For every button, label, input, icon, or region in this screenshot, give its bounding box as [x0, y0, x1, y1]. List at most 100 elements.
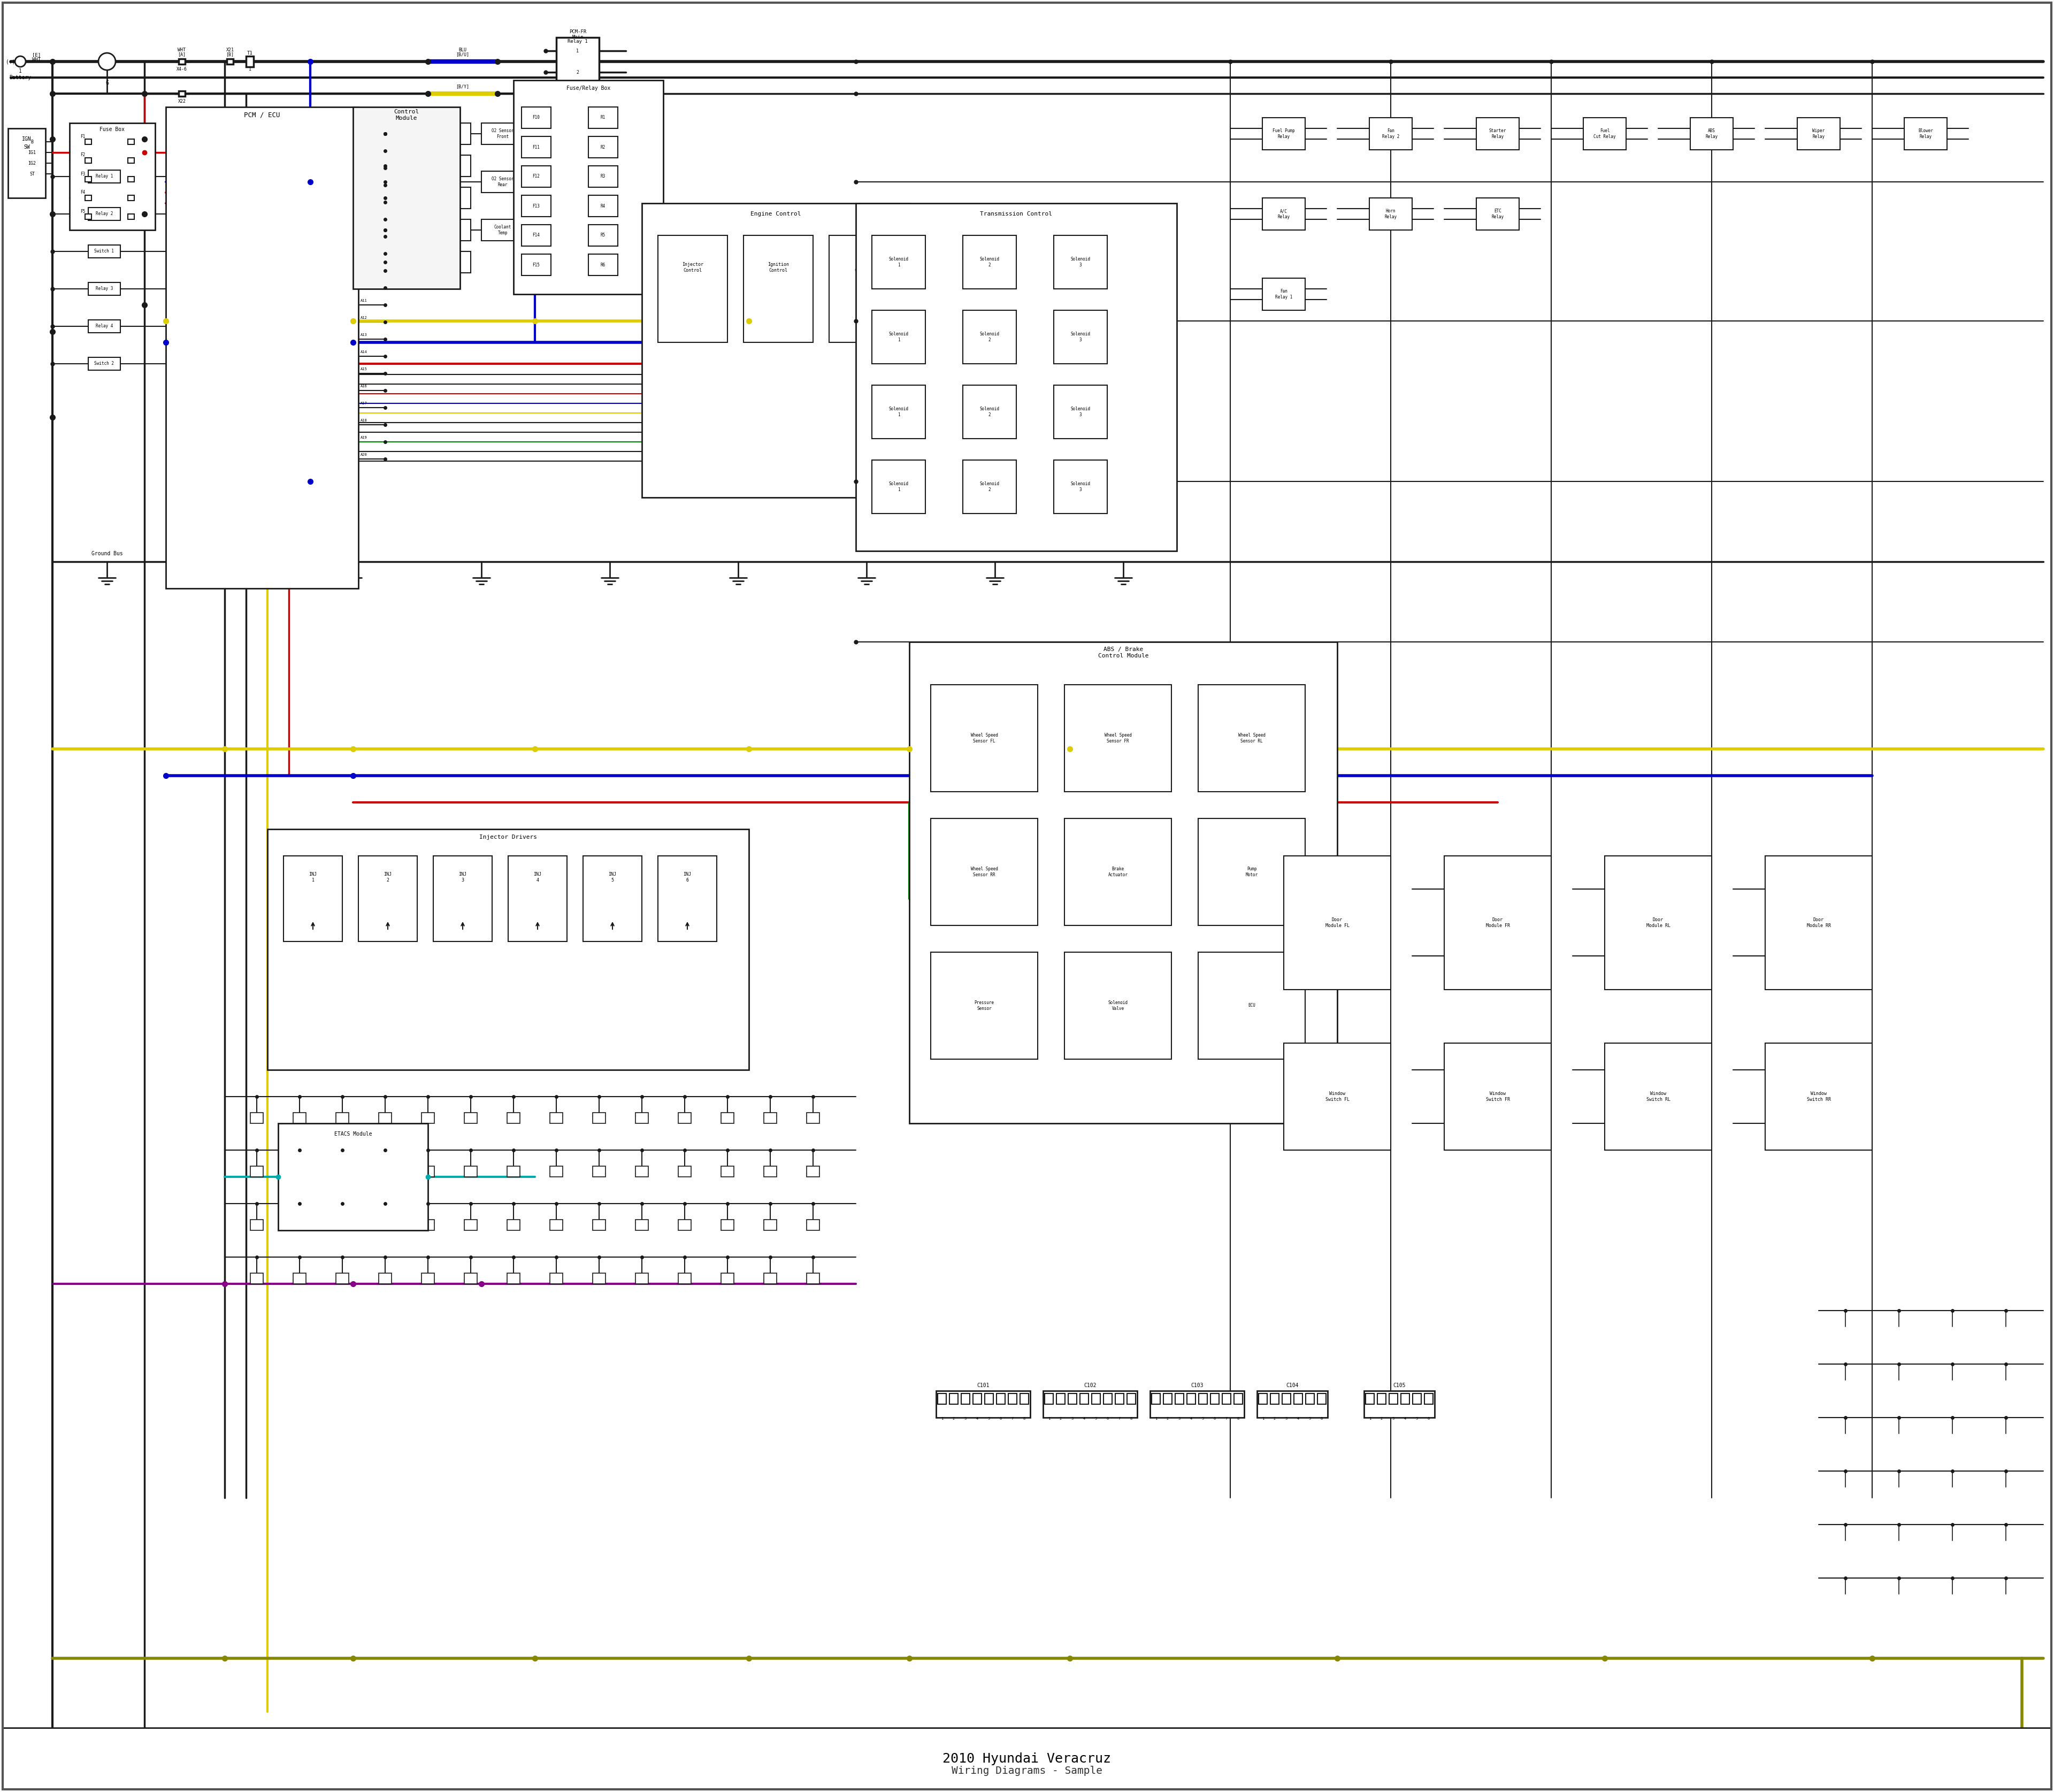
Bar — [88, 283, 121, 296]
Bar — [594, 1220, 606, 1231]
Text: Blower
Relay: Blower Relay — [1918, 129, 1933, 140]
Bar — [635, 1113, 649, 1124]
Bar — [1103, 1394, 1111, 1405]
Bar — [678, 1272, 690, 1283]
Bar — [1444, 1043, 1551, 1150]
Bar — [1364, 1391, 1434, 1417]
Text: Brake
Actuator: Brake Actuator — [1107, 867, 1128, 876]
Text: Horn
Relay: Horn Relay — [1384, 210, 1397, 219]
Bar — [657, 857, 717, 941]
Bar — [378, 1167, 392, 1177]
Text: X21: X21 — [226, 47, 234, 52]
Bar — [357, 857, 417, 941]
Bar — [481, 172, 524, 192]
Bar — [1197, 952, 1304, 1059]
Bar — [1764, 857, 1871, 989]
Text: 2: 2 — [1380, 1417, 1382, 1421]
Text: 2010 Hyundai Veracruz: 2010 Hyundai Veracruz — [943, 1753, 1111, 1765]
Text: (+): (+) — [6, 59, 16, 65]
Bar — [587, 167, 618, 186]
Bar — [1115, 1394, 1124, 1405]
Text: Ground Bus: Ground Bus — [90, 550, 123, 556]
Bar — [507, 1113, 520, 1124]
Text: 1: 1 — [1261, 1417, 1263, 1421]
Text: ECU: ECU — [1249, 1004, 1255, 1009]
Text: Window
Switch RL: Window Switch RL — [1645, 1091, 1670, 1102]
Text: Window
Switch RR: Window Switch RR — [1808, 1091, 1830, 1102]
Bar — [1477, 197, 1520, 229]
Text: Wheel Speed
Sensor RR: Wheel Speed Sensor RR — [972, 867, 998, 876]
Bar — [587, 108, 618, 129]
Bar — [1370, 118, 1413, 151]
Bar — [764, 1113, 776, 1124]
Bar — [1317, 1394, 1327, 1405]
Bar — [550, 1113, 563, 1124]
Text: 8: 8 — [1237, 1417, 1239, 1421]
Text: A18: A18 — [359, 419, 368, 423]
Text: F13: F13 — [532, 204, 540, 208]
Bar — [464, 1113, 477, 1124]
Bar — [378, 1220, 392, 1231]
Text: 1: 1 — [1154, 1417, 1156, 1421]
Text: ETACS Module: ETACS Module — [335, 1131, 372, 1136]
Text: R1: R1 — [600, 115, 606, 120]
Bar — [84, 213, 92, 219]
Bar — [1021, 1394, 1029, 1405]
Text: Wheel Speed
Sensor RL: Wheel Speed Sensor RL — [1239, 733, 1265, 744]
Bar — [807, 1220, 820, 1231]
Bar — [1370, 197, 1413, 229]
Text: 5: 5 — [988, 1417, 990, 1421]
Bar — [481, 124, 524, 145]
Text: Coolant
Temp: Coolant Temp — [495, 224, 511, 235]
Text: Sensor 2: Sensor 2 — [440, 163, 460, 168]
Bar — [1210, 1394, 1218, 1405]
Bar — [88, 208, 121, 220]
Text: R2: R2 — [600, 145, 606, 149]
Text: A7: A7 — [362, 231, 366, 233]
Text: 3: 3 — [1072, 1417, 1074, 1421]
Bar — [1175, 1394, 1183, 1405]
Text: 2: 2 — [577, 70, 579, 75]
Bar — [427, 186, 470, 208]
Bar — [550, 1167, 563, 1177]
Bar — [251, 1167, 263, 1177]
Bar — [179, 59, 185, 65]
Bar — [1163, 1394, 1173, 1405]
Text: Door
Module RR: Door Module RR — [1808, 918, 1830, 928]
Text: INJ
2: INJ 2 — [384, 873, 392, 882]
Text: [E]: [E] — [33, 52, 41, 57]
Bar — [635, 1167, 649, 1177]
Circle shape — [99, 54, 115, 70]
Bar — [939, 1394, 947, 1405]
Bar — [2, 1727, 2052, 1790]
Text: Fuse/Relay Box: Fuse/Relay Box — [567, 86, 610, 91]
Bar — [635, 1220, 649, 1231]
Bar — [1284, 857, 1391, 989]
Text: 6: 6 — [1107, 1417, 1109, 1421]
Text: Solenoid
2: Solenoid 2 — [980, 256, 1000, 267]
Bar — [721, 1220, 733, 1231]
Text: C104: C104 — [1286, 1383, 1298, 1389]
Text: F5: F5 — [80, 210, 86, 213]
Text: F10: F10 — [532, 115, 540, 120]
Bar — [930, 819, 1037, 925]
Bar — [807, 1167, 820, 1177]
Bar — [1045, 1394, 1054, 1405]
Text: X4-6: X4-6 — [177, 66, 187, 72]
Text: [A]: [A] — [179, 52, 185, 57]
Text: 3: 3 — [963, 1417, 967, 1421]
Bar — [1604, 857, 1711, 989]
Text: A5: A5 — [362, 197, 366, 199]
Bar — [378, 1272, 392, 1283]
Bar — [1401, 1394, 1409, 1405]
Text: F15: F15 — [532, 262, 540, 267]
Bar — [963, 310, 1017, 364]
Bar — [1197, 819, 1304, 925]
Text: Battery: Battery — [10, 75, 31, 81]
Bar — [70, 124, 156, 229]
Bar — [84, 140, 92, 145]
Bar — [1234, 1394, 1243, 1405]
Bar — [421, 1113, 433, 1124]
Bar — [930, 685, 1037, 792]
Bar — [507, 857, 567, 941]
